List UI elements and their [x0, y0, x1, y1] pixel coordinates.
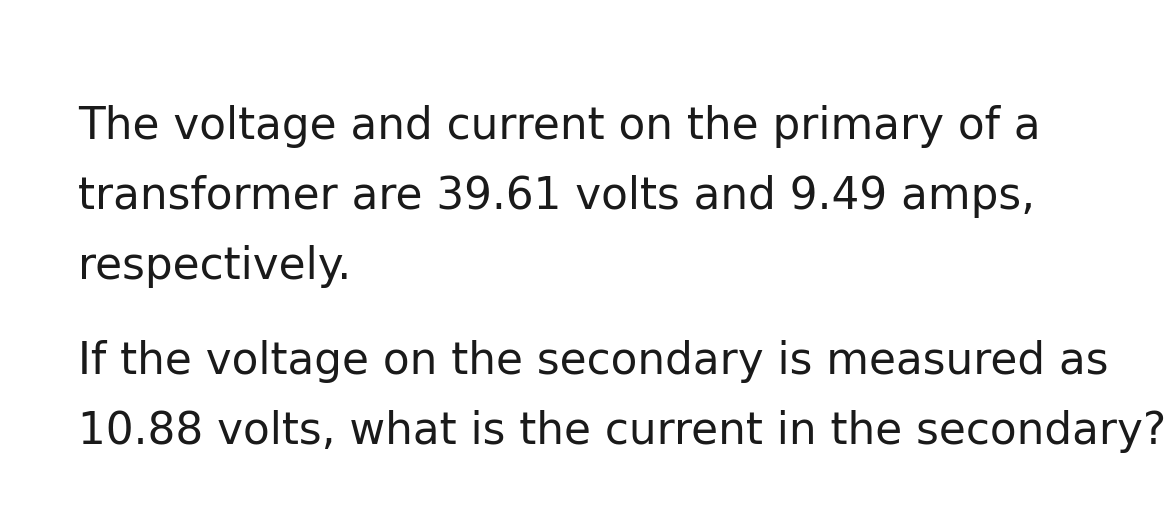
Text: The voltage and current on the primary of a: The voltage and current on the primary o… — [78, 105, 1040, 148]
Text: 10.88 volts, what is the current in the secondary?: 10.88 volts, what is the current in the … — [78, 410, 1166, 453]
Text: If the voltage on the secondary is measured as: If the voltage on the secondary is measu… — [78, 340, 1108, 383]
Text: respectively.: respectively. — [78, 245, 351, 288]
Text: transformer are 39.61 volts and 9.49 amps,: transformer are 39.61 volts and 9.49 amp… — [78, 175, 1035, 218]
